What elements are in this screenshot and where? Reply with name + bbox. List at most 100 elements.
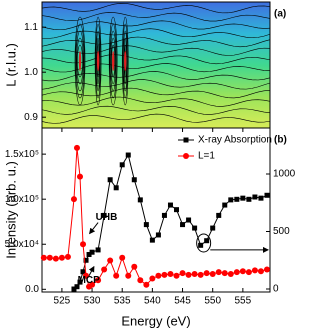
plot-frame	[41, 127, 271, 293]
point	[227, 270, 234, 277]
contour-ring	[110, 37, 116, 85]
point	[113, 185, 119, 191]
point	[197, 271, 204, 278]
point	[80, 269, 86, 275]
point	[173, 272, 180, 279]
point	[86, 252, 92, 258]
y-tick-label: 1.0	[24, 67, 38, 78]
contour-line	[41, 20, 271, 31]
point	[221, 270, 228, 277]
y-tick-label: 0.0	[25, 284, 39, 295]
y2-tick-label: 1000	[273, 169, 296, 180]
point	[185, 271, 192, 278]
point	[234, 196, 240, 202]
contour-peak	[124, 51, 127, 71]
contour-peak	[111, 51, 115, 71]
point	[95, 247, 101, 253]
point	[83, 272, 90, 279]
legend-label: X-ray Absorption	[198, 135, 272, 146]
point	[174, 207, 180, 213]
contour-ring	[109, 23, 117, 99]
point	[143, 281, 150, 288]
x-tick-label: 535	[114, 296, 131, 307]
annotation: UHB	[96, 212, 118, 223]
point	[180, 222, 186, 228]
point	[113, 272, 120, 279]
point	[40, 254, 47, 261]
contour-line	[41, 79, 271, 90]
x-tick-label: 540	[144, 296, 161, 307]
contour-ring	[77, 44, 83, 78]
point	[257, 268, 264, 275]
point	[149, 237, 155, 243]
point	[216, 212, 222, 218]
contour-ring	[108, 16, 118, 106]
figure: 0.9 1.0 1.1 L (r.l.u.) (a) 525 530 535 540 545 550…	[3, 1, 296, 328]
point	[155, 232, 161, 238]
point	[245, 269, 252, 276]
point	[74, 284, 80, 290]
point	[149, 275, 156, 282]
panel-label: (b)	[274, 135, 287, 146]
point	[186, 217, 192, 223]
point	[101, 212, 107, 218]
point	[89, 249, 95, 255]
point	[46, 254, 53, 261]
x-tick-label: 555	[235, 296, 252, 307]
contour-line	[41, 12, 271, 22]
point	[125, 272, 132, 279]
point	[70, 196, 77, 203]
point	[210, 225, 216, 231]
point	[77, 279, 83, 285]
point	[107, 257, 114, 264]
y-tick-label: 0.9	[24, 112, 38, 123]
point	[239, 268, 246, 275]
legend-marker	[183, 137, 189, 143]
contour-ring	[75, 23, 85, 99]
contour-ring	[110, 30, 117, 92]
contour-ring	[74, 16, 86, 106]
x-tick-label: 550	[204, 296, 221, 307]
point	[228, 197, 234, 203]
point	[252, 194, 258, 200]
y-tick-label: 1.5x10⁵	[5, 149, 39, 160]
point	[125, 152, 131, 158]
point	[119, 162, 125, 168]
point	[143, 222, 149, 228]
contour-peak	[96, 51, 100, 71]
annotation: MCP	[78, 275, 101, 286]
x-tick-label: 545	[174, 296, 191, 307]
point	[264, 192, 270, 198]
point	[131, 177, 137, 183]
legend-label: L=1	[198, 151, 215, 162]
point	[222, 202, 228, 208]
point	[258, 195, 264, 201]
y-tick-label: 5.0x10⁴	[5, 239, 39, 250]
series-line	[43, 147, 268, 288]
point	[131, 263, 138, 270]
point	[167, 270, 174, 277]
point	[64, 253, 71, 260]
point	[251, 267, 258, 274]
y2-tick-label: 0	[273, 284, 279, 295]
contour-line	[41, 87, 271, 99]
point	[119, 254, 126, 261]
contour-ring	[76, 37, 84, 85]
highlight-circle	[196, 233, 212, 253]
point	[89, 281, 96, 288]
contour-ring	[121, 16, 129, 106]
point	[191, 270, 198, 277]
point	[80, 241, 87, 248]
y-axis-label: Intensity (arb. u.)	[3, 161, 18, 259]
point	[198, 242, 204, 248]
contour-line	[41, 36, 271, 48]
point	[73, 144, 80, 151]
point	[101, 266, 108, 273]
contour-ring	[111, 44, 116, 78]
y-tick-label: 1.0x10⁵	[5, 194, 39, 205]
point	[209, 270, 216, 277]
contour-line	[41, 105, 271, 115]
contour-ring	[94, 16, 102, 106]
point	[58, 254, 65, 261]
contour-ring	[95, 23, 101, 99]
